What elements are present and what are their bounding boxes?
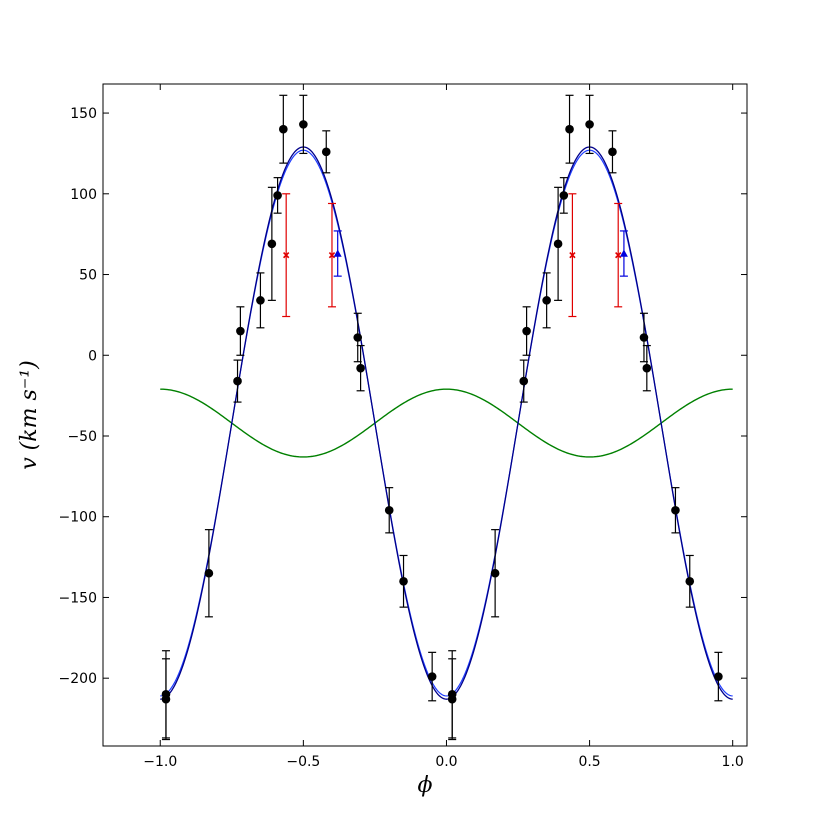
companion-curve <box>160 388 733 458</box>
black-data-point <box>559 191 569 200</box>
black-data-point <box>267 239 277 249</box>
y-tick-label: 50 <box>79 268 97 284</box>
y-axis-label: v (km s⁻¹) <box>17 360 42 470</box>
black-data-point <box>671 505 680 515</box>
plot-frame <box>102 83 748 747</box>
black-data-point <box>256 296 265 305</box>
black-data-point <box>204 568 214 578</box>
y-tick-label: 100 <box>70 187 97 203</box>
black-data-point <box>490 568 500 578</box>
y-tick-label: −100 <box>59 510 97 526</box>
red-cross-point <box>283 251 290 259</box>
black-data-point <box>273 191 282 200</box>
black-data-point <box>384 505 394 515</box>
black-data-point <box>542 296 551 305</box>
error-bars <box>161 94 723 741</box>
data-points <box>161 120 723 704</box>
black-data-point <box>161 694 171 704</box>
x-tick-label: 0.5 <box>578 754 600 770</box>
black-data-point <box>399 577 408 586</box>
black-data-point <box>565 124 574 134</box>
x-tick-label: 1.0 <box>722 754 744 770</box>
black-data-point <box>353 333 363 342</box>
x-tick-label: −0.5 <box>286 754 320 770</box>
black-data-point <box>427 672 437 681</box>
black-data-point <box>279 124 288 134</box>
x-axis-label: ϕ <box>418 773 433 798</box>
y-tick-label: −150 <box>59 590 97 606</box>
black-data-point <box>519 376 529 386</box>
black-data-point <box>553 239 563 249</box>
black-data-point <box>608 147 617 157</box>
model-curves <box>160 146 733 700</box>
black-data-point <box>522 326 531 336</box>
black-data-point <box>714 672 723 681</box>
fit-curve <box>160 146 733 700</box>
y-tick-label: 0 <box>88 348 97 364</box>
y-tick-label: −50 <box>67 429 97 445</box>
black-data-point <box>585 120 594 129</box>
blue-triangle-point <box>333 249 342 257</box>
black-data-point <box>447 694 457 704</box>
x-tick-label: 0.0 <box>435 754 457 770</box>
y-tick-label: 150 <box>70 106 97 122</box>
black-data-point <box>233 376 242 386</box>
x-tick-label: −1.0 <box>143 754 177 770</box>
black-data-point <box>639 333 649 342</box>
black-data-point <box>321 147 331 157</box>
black-data-point <box>685 577 695 586</box>
black-data-point <box>642 363 652 373</box>
black-data-point <box>356 363 365 373</box>
black-data-point <box>236 326 245 336</box>
blue-triangle-point <box>619 249 628 257</box>
red-cross-point <box>569 251 576 259</box>
y-tick-label: −200 <box>59 671 97 687</box>
black-data-point <box>299 120 308 129</box>
red-cross-point <box>328 251 336 259</box>
fit-curve-alt <box>160 149 733 697</box>
red-cross-point <box>615 251 622 259</box>
axis-ticks: −1.0 −0.5 0.0 0.5 1.0 −200 −150 −100 −50 0 50 100 15… <box>59 84 747 770</box>
